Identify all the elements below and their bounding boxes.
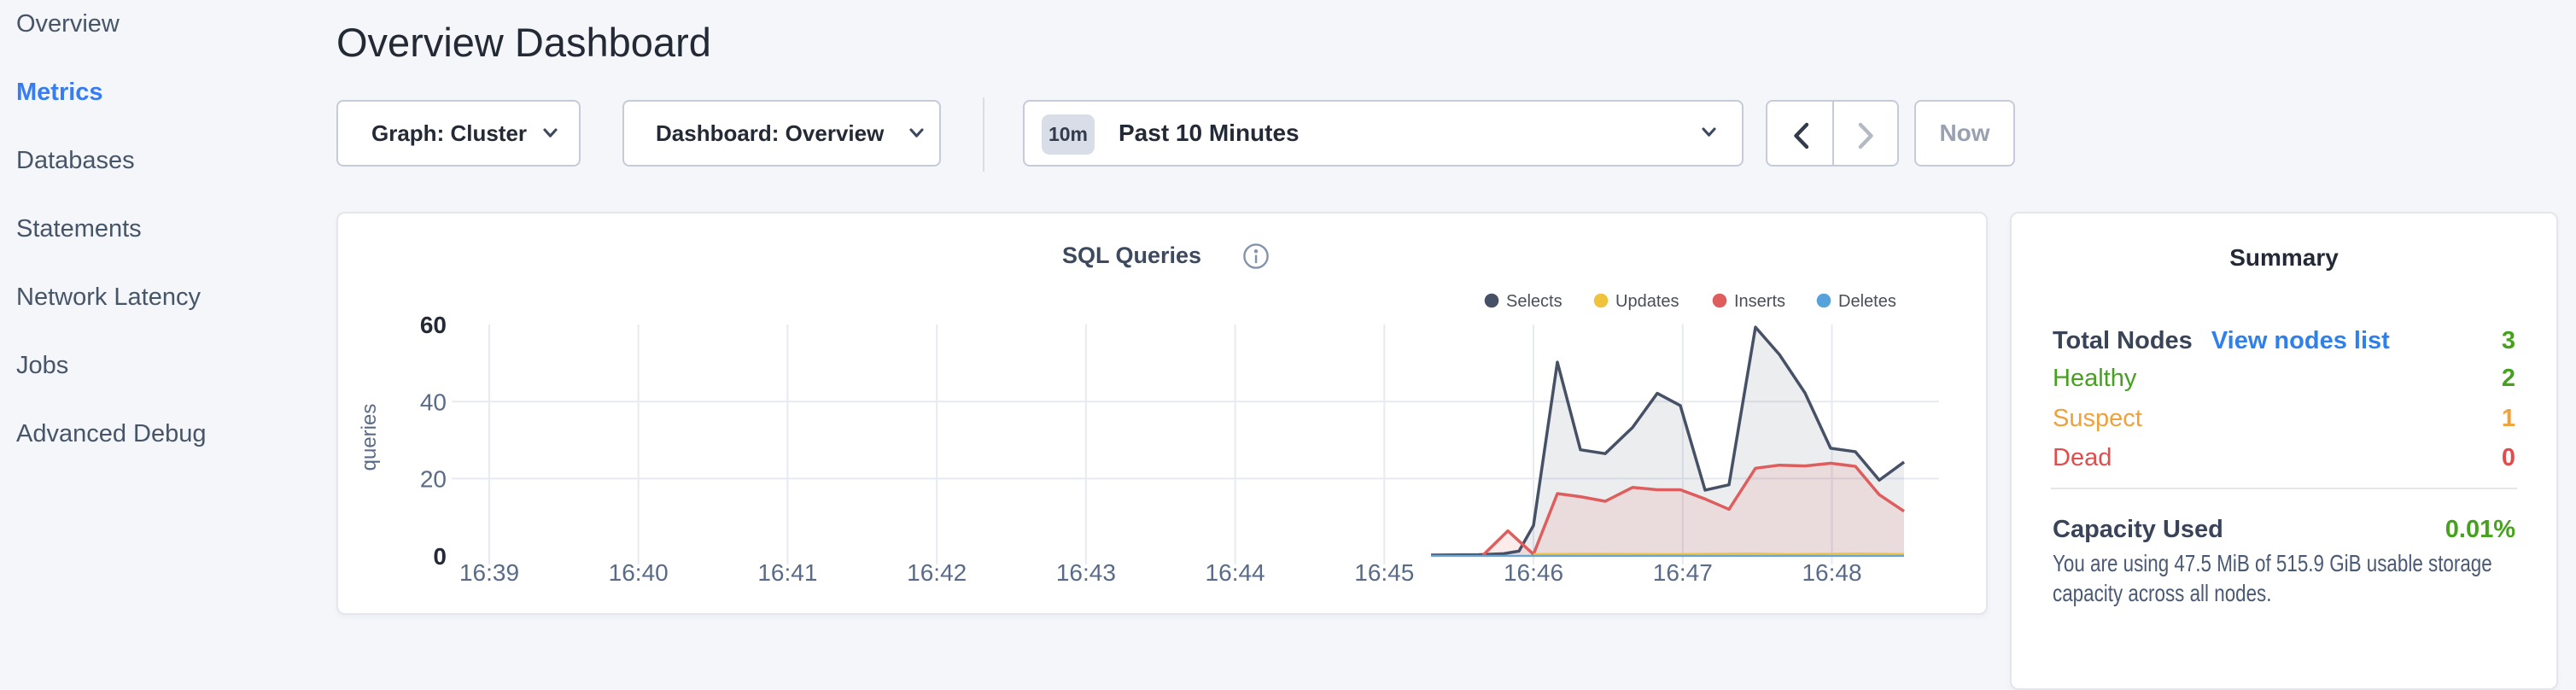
svg-text:16:47: 16:47 <box>1653 559 1713 586</box>
svg-text:16:43: 16:43 <box>1056 559 1116 586</box>
svg-text:40: 40 <box>420 389 447 416</box>
svg-text:16:44: 16:44 <box>1206 559 1265 586</box>
svg-text:0: 0 <box>433 543 447 570</box>
svg-text:16:40: 16:40 <box>609 559 669 586</box>
svg-text:Inserts: Inserts <box>1734 292 1785 311</box>
svg-text:60: 60 <box>420 312 447 338</box>
svg-text:20: 20 <box>420 466 447 493</box>
svg-text:16:45: 16:45 <box>1354 559 1414 586</box>
svg-text:16:42: 16:42 <box>907 559 967 586</box>
svg-text:Deletes: Deletes <box>1838 292 1896 311</box>
svg-text:16:41: 16:41 <box>757 559 817 586</box>
svg-text:Updates: Updates <box>1615 292 1679 311</box>
svg-text:16:39: 16:39 <box>459 559 519 586</box>
svg-text:queries: queries <box>358 404 381 471</box>
svg-text:16:46: 16:46 <box>1504 559 1563 586</box>
svg-text:16:48: 16:48 <box>1802 559 1861 586</box>
svg-text:Selects: Selects <box>1506 292 1563 311</box>
